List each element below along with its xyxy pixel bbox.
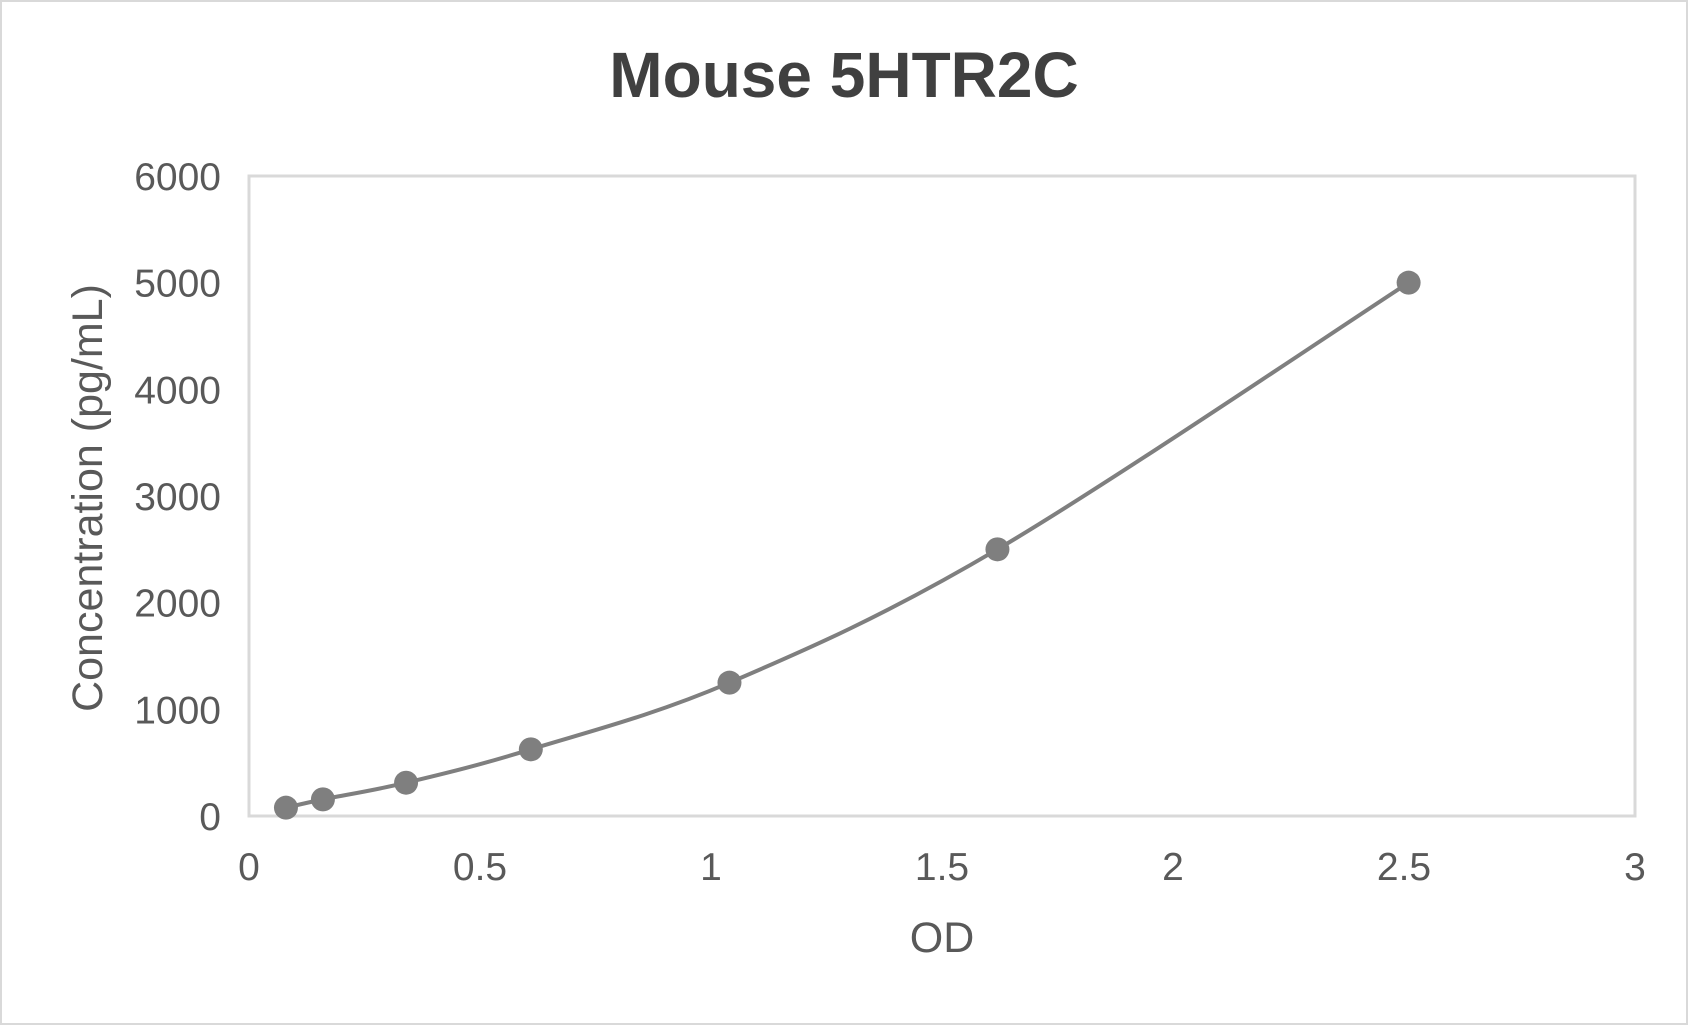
- data-point-marker: [985, 537, 1010, 562]
- plot-area: [247, 174, 1637, 818]
- x-tick-label: 3: [1624, 846, 1646, 889]
- x-tick-label: 0: [238, 846, 260, 889]
- data-point-marker: [273, 795, 298, 820]
- data-point-marker: [1396, 270, 1421, 295]
- y-tick-label: 0: [199, 796, 221, 839]
- x-tick-label: 2: [1162, 846, 1184, 889]
- y-tick-label: 1000: [134, 689, 221, 732]
- data-point-markers: [273, 270, 1421, 820]
- x-axis-label: OD: [910, 914, 975, 962]
- x-tick-label: 1: [700, 846, 722, 889]
- data-point-marker: [717, 670, 742, 695]
- y-tick-label: 4000: [134, 369, 221, 412]
- y-tick-label: 5000: [134, 263, 221, 306]
- x-axis-ticks: 0 0.5 1 1.5 2 2.5 3: [238, 846, 1646, 889]
- y-tick-label: 3000: [134, 476, 221, 519]
- x-tick-label: 0.5: [453, 846, 507, 889]
- data-point-marker: [394, 770, 419, 795]
- x-tick-label: 2.5: [1377, 846, 1431, 889]
- data-point-marker: [310, 787, 335, 812]
- x-tick-label: 1.5: [915, 846, 969, 889]
- y-tick-label: 6000: [134, 156, 221, 199]
- standard-curve-line: [283, 280, 1411, 810]
- y-axis-ticks: 0 1000 2000 3000 4000 5000 6000: [134, 156, 221, 839]
- data-point-marker: [518, 737, 543, 762]
- y-tick-label: 2000: [134, 583, 221, 626]
- chart-title: Mouse 5HTR2C: [609, 39, 1078, 111]
- y-axis-label: Concentration (pg/mL): [64, 284, 112, 712]
